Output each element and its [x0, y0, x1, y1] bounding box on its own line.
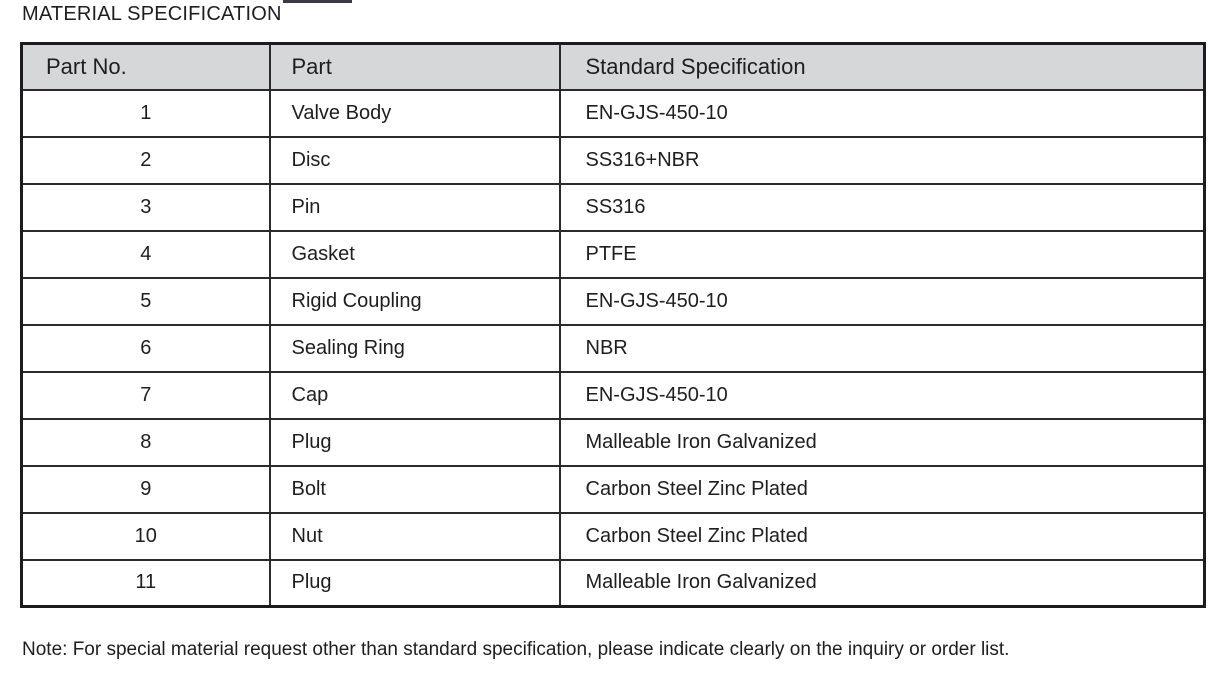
cell-spec: PTFE	[558, 229, 1206, 279]
column-header-part: Part	[268, 42, 561, 91]
cell-part: Valve Body	[268, 88, 561, 138]
cell-part: Plug	[268, 558, 561, 608]
table-body: 1 Valve Body EN-GJS-450-10 2 Disc SS316+NBR 3 P…	[20, 88, 1206, 608]
cell-spec: EN-GJS-450-10	[558, 370, 1206, 420]
cell-part-no: 11	[20, 558, 271, 608]
cell-part-no: 9	[20, 464, 271, 514]
page-title: MATERIAL SPECIFICATION	[22, 3, 282, 25]
cell-part-no: 8	[20, 417, 271, 467]
cell-part-no: 5	[20, 276, 271, 326]
material-spec-table: Part No. Part Standard Specification 1 Va…	[20, 42, 1206, 608]
cell-part: Rigid Coupling	[268, 276, 561, 326]
cell-part-no: 7	[20, 370, 271, 420]
cropped-edge-artifact	[283, 0, 352, 3]
table-header: Part No. Part Standard Specification	[20, 42, 1206, 91]
cell-part: Disc	[268, 135, 561, 185]
table-row: 6 Sealing Ring NBR	[20, 323, 1206, 373]
cell-part-no: 6	[20, 323, 271, 373]
table-row: 11 Plug Malleable Iron Galvanized	[20, 558, 1206, 608]
cell-spec: Malleable Iron Galvanized	[558, 558, 1206, 608]
cell-part: Gasket	[268, 229, 561, 279]
table-row: 3 Pin SS316	[20, 182, 1206, 232]
cell-spec: NBR	[558, 323, 1206, 373]
table-row: 9 Bolt Carbon Steel Zinc Plated	[20, 464, 1206, 514]
column-header-standard-specification: Standard Specification	[558, 42, 1206, 91]
cell-part-no: 3	[20, 182, 271, 232]
cell-part: Cap	[268, 370, 561, 420]
cell-part-no: 10	[20, 511, 271, 561]
cell-part: Plug	[268, 417, 561, 467]
cell-spec: SS316	[558, 182, 1206, 232]
table-row: 1 Valve Body EN-GJS-450-10	[20, 88, 1206, 138]
cell-part-no: 4	[20, 229, 271, 279]
column-header-part-no: Part No.	[20, 42, 271, 91]
table-row: 5 Rigid Coupling EN-GJS-450-10	[20, 276, 1206, 326]
cell-part-no: 1	[20, 88, 271, 138]
table-row: 8 Plug Malleable Iron Galvanized	[20, 417, 1206, 467]
cell-part: Bolt	[268, 464, 561, 514]
note-text: Note: For special material request other…	[22, 639, 1010, 660]
cell-spec: EN-GJS-450-10	[558, 88, 1206, 138]
cell-spec: Malleable Iron Galvanized	[558, 417, 1206, 467]
cell-spec: SS316+NBR	[558, 135, 1206, 185]
cell-part: Sealing Ring	[268, 323, 561, 373]
cell-part: Nut	[268, 511, 561, 561]
table-row: 10 Nut Carbon Steel Zinc Plated	[20, 511, 1206, 561]
table-row: 7 Cap EN-GJS-450-10	[20, 370, 1206, 420]
cell-spec: Carbon Steel Zinc Plated	[558, 511, 1206, 561]
header-row: Part No. Part Standard Specification	[20, 42, 1206, 91]
cell-part: Pin	[268, 182, 561, 232]
table-row: 4 Gasket PTFE	[20, 229, 1206, 279]
cell-spec: Carbon Steel Zinc Plated	[558, 464, 1206, 514]
cell-spec: EN-GJS-450-10	[558, 276, 1206, 326]
cell-part-no: 2	[20, 135, 271, 185]
table-row: 2 Disc SS316+NBR	[20, 135, 1206, 185]
